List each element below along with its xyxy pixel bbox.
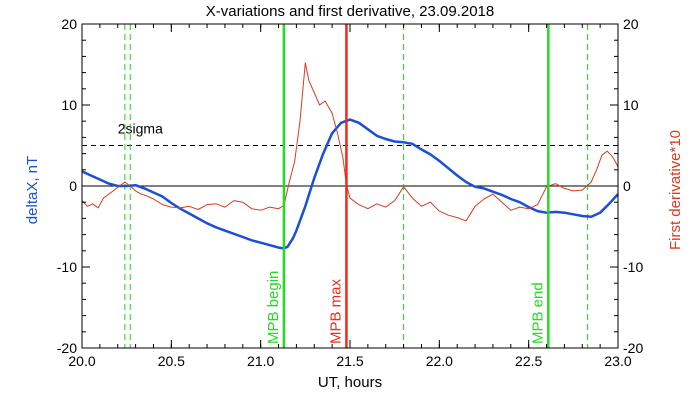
y-axis-label-left: deltaX, nT — [24, 156, 41, 224]
x-tick-label: 22.0 — [426, 353, 453, 369]
x-tick-label: 23.0 — [604, 353, 631, 369]
y-tick-label-right: -10 — [623, 259, 643, 275]
x-tick-label: 21.0 — [247, 353, 274, 369]
y-tick-label-right: 0 — [623, 178, 631, 194]
chart-title: X-variations and first derivative, 23.09… — [206, 3, 495, 20]
y-tick-label-left: 0 — [69, 178, 77, 194]
x-axis-label: UT, hours — [318, 374, 382, 391]
y-tick-label-right: 10 — [623, 97, 639, 113]
plot-area: 2sigma MPB begin MPB max MPB end 20.0 20.5 21.… — [57, 16, 644, 369]
x-tick-label: 22.5 — [515, 353, 542, 369]
x-tick-label: 20.0 — [68, 353, 95, 369]
y-axis-label-right: First derivative*10 — [667, 130, 684, 250]
vertical-marker-label: MPB max — [327, 278, 344, 344]
y-tick-label-left: -10 — [57, 259, 77, 275]
vertical-marker-label: MPB end — [529, 282, 546, 344]
x-tick-label: 20.5 — [158, 353, 185, 369]
y-tick-label-left: 20 — [61, 16, 77, 32]
vertical-marker-label: MPB begin — [265, 271, 282, 344]
deltax-line — [81, 118, 619, 250]
y-tick-label-left: 10 — [61, 97, 77, 113]
y-tick-label-left: -20 — [57, 340, 77, 356]
y-tick-label-right: -20 — [623, 340, 643, 356]
threshold-label: 2sigma — [118, 121, 163, 137]
derivative-line — [81, 62, 619, 222]
y-tick-label-right: 20 — [623, 16, 639, 32]
x-tick-label: 21.5 — [336, 353, 363, 369]
